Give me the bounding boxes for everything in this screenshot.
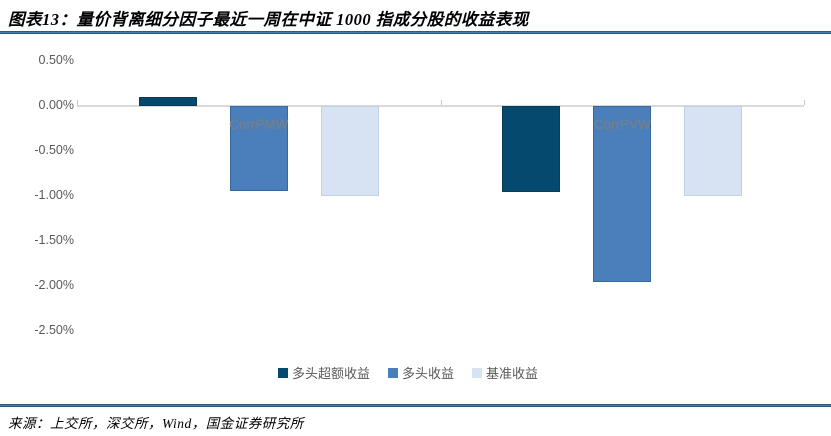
x-axis-line (77, 104, 804, 107)
bar-CorrPVW-series1 (593, 105, 652, 282)
legend-item: 多头收益 (388, 363, 454, 382)
y-tick-label: -1.00% (34, 187, 74, 202)
legend-item: 基准收益 (472, 363, 538, 382)
legend-label: 多头收益 (402, 366, 455, 381)
category-label: CorrPVW (593, 116, 651, 132)
category-label: CorrPMW (229, 116, 289, 132)
y-tick-label: -2.00% (34, 277, 74, 292)
bar-CorrPMW-series0 (138, 96, 197, 106)
legend-label: 基准收益 (486, 366, 539, 381)
bar-CorrPMW-series1 (229, 105, 288, 191)
legend-label: 多头超额收益 (292, 366, 371, 381)
title-divider (0, 31, 831, 34)
axis-tick (440, 99, 442, 105)
legend-swatch-icon (388, 367, 399, 378)
legend-item: 多头超额收益 (278, 363, 370, 382)
bar-CorrPVW-series0 (502, 105, 561, 192)
axis-tick (77, 99, 78, 105)
figure-title: 图表13：量价背离细分因子最近一周在中证 1000 指成分股的收益表现 (8, 10, 529, 29)
y-tick-label: -0.50% (34, 142, 74, 157)
source-note: 来源：上交所，深交所，Wind，国金证券研究所 (8, 416, 304, 431)
chart-legend: 多头超额收益 多头收益 基准收益 (278, 363, 538, 382)
axis-tick (804, 99, 805, 105)
y-tick-label: -2.50% (34, 322, 74, 337)
footer-divider (0, 404, 831, 407)
y-tick-label: 0.50% (38, 52, 74, 67)
y-tick-label: 0.00% (38, 97, 74, 112)
y-tick-label: -1.50% (34, 232, 74, 247)
legend-swatch-icon (472, 367, 483, 378)
bar-CorrPVW-series2 (684, 105, 743, 196)
legend-swatch-icon (278, 367, 288, 378)
bar-CorrPMW-series2 (320, 105, 379, 196)
